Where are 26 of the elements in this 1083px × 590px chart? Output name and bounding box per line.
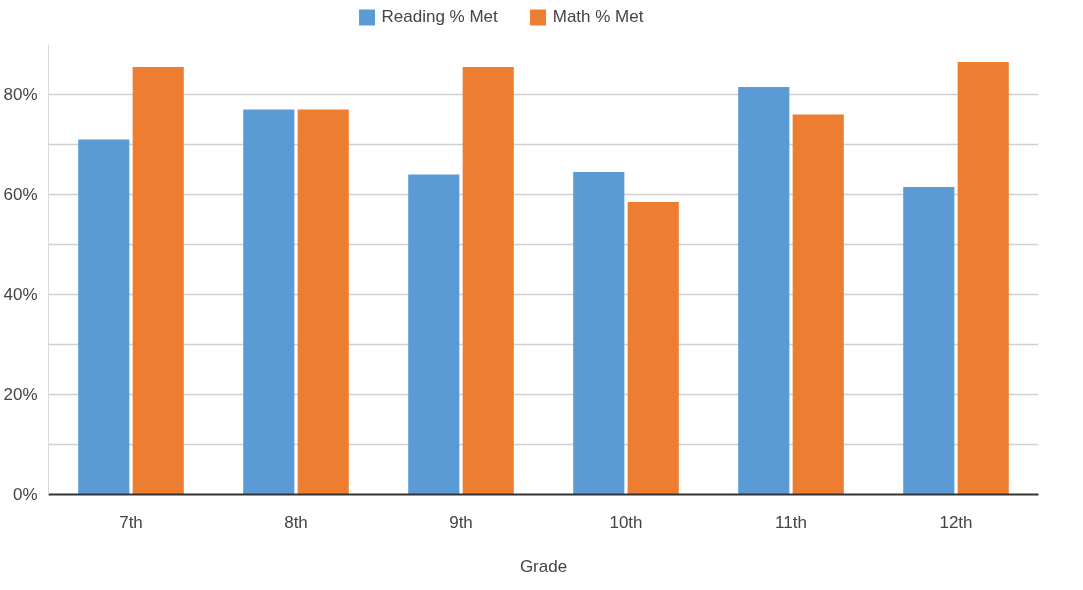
x-tick-label: 12th [939, 512, 973, 532]
x-tick-label: 10th [609, 512, 643, 532]
bar [408, 174, 460, 495]
legend-label: Math % Met [552, 7, 644, 27]
y-tick-label: 0% [12, 485, 38, 504]
y-tick-label: 60% [3, 185, 38, 204]
bar [957, 62, 1009, 495]
bar [78, 139, 130, 495]
x-tick-label: 8th [284, 512, 308, 532]
y-tick-label: 40% [3, 285, 38, 304]
x-axis-title: Grade [519, 556, 568, 576]
bar [573, 172, 625, 495]
bar [243, 109, 295, 495]
y-tick-label: 20% [3, 385, 38, 404]
y-tick-label: 80% [3, 85, 38, 104]
x-tick-label: 7th [119, 512, 143, 532]
legend-label: Reading % Met [381, 7, 498, 27]
bar [792, 114, 844, 495]
bar [903, 187, 955, 495]
bar [738, 87, 790, 495]
bar [462, 67, 514, 495]
x-tick-label: 11th [775, 512, 807, 532]
x-tick-label: 9th [449, 512, 473, 532]
bar [297, 109, 349, 495]
bar [132, 67, 184, 495]
bar [627, 202, 679, 495]
